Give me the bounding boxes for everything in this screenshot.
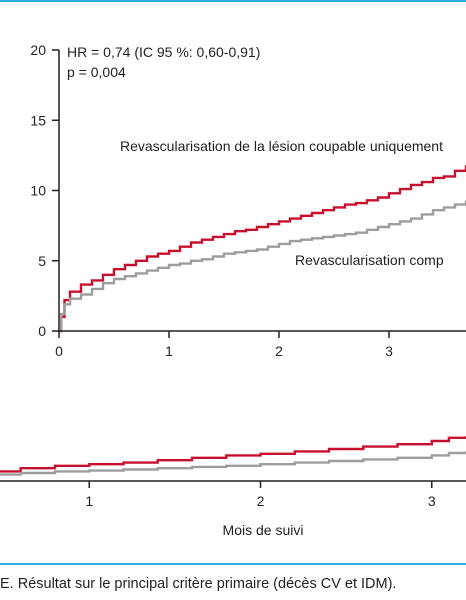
series-label-complete: Revascularisation comp bbox=[295, 252, 444, 268]
upper-series-line-1 bbox=[59, 200, 466, 333]
lower-x-tick-label: 1 bbox=[85, 493, 93, 509]
figure-caption: E. Résultat sur le principal critère pri… bbox=[0, 576, 397, 592]
upper-x-ticks: 0 1 2 3 bbox=[55, 331, 393, 359]
series-label-culprit-only: Revascularisation de la lésion coupable … bbox=[120, 138, 443, 154]
upper-series-line-0 bbox=[59, 165, 466, 333]
lower-chart-panel: 1 2 3 Mois de suivi bbox=[0, 436, 466, 538]
upper-x-tick-label: 3 bbox=[385, 343, 393, 359]
upper-x-tick-label: 2 bbox=[275, 343, 283, 359]
upper-x-tick-label: 1 bbox=[165, 343, 173, 359]
upper-y-ticks: 0 5 10 15 20 bbox=[30, 42, 59, 339]
lower-x-ticks: 1 2 3 bbox=[85, 481, 436, 509]
lower-series-line-0 bbox=[0, 436, 466, 473]
lower-x-tick-label: 2 bbox=[257, 493, 265, 509]
lower-series-group bbox=[0, 436, 466, 476]
upper-series-group bbox=[59, 165, 466, 333]
p-value-annotation: p = 0,004 bbox=[67, 64, 126, 80]
upper-y-tick-label: 10 bbox=[30, 183, 46, 199]
upper-y-tick-label: 5 bbox=[38, 253, 46, 269]
lower-x-axis-label: Mois de suivi bbox=[223, 522, 304, 538]
upper-y-tick-label: 15 bbox=[30, 112, 46, 128]
hr-annotation: HR = 0,74 (IC 95 %: 0,60-0,91) bbox=[67, 44, 260, 60]
upper-y-tick-label: 20 bbox=[30, 42, 46, 58]
bottom-rule bbox=[0, 563, 466, 565]
kaplan-meier-chart: 0 5 10 15 20 0 1 2 3 HR = 0,74 (IC 95 %: 0,60-0… bbox=[0, 42, 466, 538]
lower-series-line-1 bbox=[0, 451, 466, 476]
top-rule bbox=[0, 0, 466, 2]
upper-chart-panel: 0 5 10 15 20 0 1 2 3 HR = 0,74 (IC 95 %: 0,60-0… bbox=[30, 42, 466, 359]
lower-x-tick-label: 3 bbox=[428, 493, 436, 509]
upper-x-tick-label: 0 bbox=[55, 343, 63, 359]
upper-y-tick-label: 0 bbox=[38, 323, 46, 339]
